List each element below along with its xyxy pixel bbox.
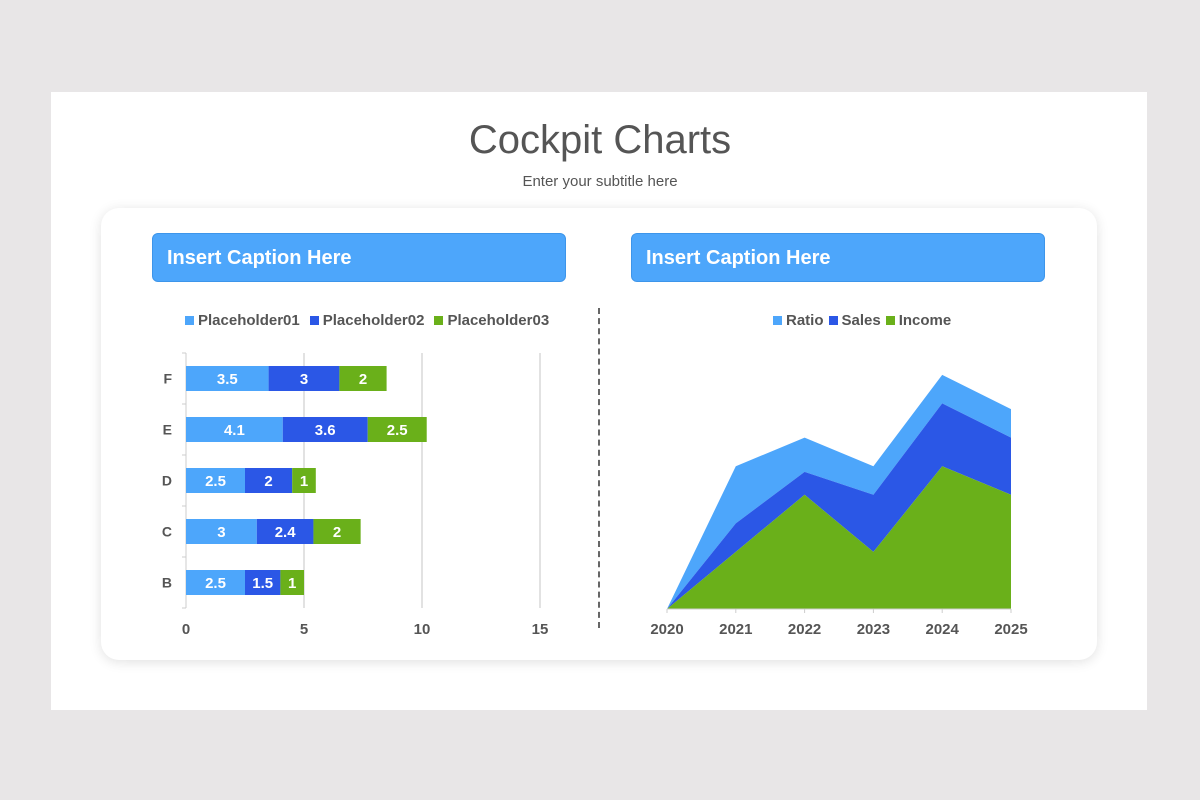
area-ratio xyxy=(667,374,1011,609)
legend-label: Placeholder02 xyxy=(322,312,425,329)
bar-data-label: 2.4 xyxy=(275,524,297,541)
bar-legend: Placeholder01 Placeholder02 Placeholder0… xyxy=(185,312,549,329)
bar-data-label: 2.5 xyxy=(205,575,226,592)
bar-segment xyxy=(186,366,269,391)
bar-data-label: 3 xyxy=(217,524,225,541)
bar-data-label: 3.5 xyxy=(217,371,238,388)
bar-segment xyxy=(292,468,316,493)
y-tick-label: E xyxy=(163,422,172,438)
bar-data-label: 2.5 xyxy=(387,422,408,439)
legend-swatch xyxy=(309,316,319,325)
bar-segment xyxy=(245,570,281,595)
legend-swatch xyxy=(828,316,838,325)
bar-segment xyxy=(280,570,304,595)
bar-segment xyxy=(282,417,368,442)
bar-data-label: 4.1 xyxy=(224,422,245,439)
area-sales xyxy=(667,403,1011,609)
bar-segment xyxy=(268,366,340,391)
x-tick-label: 10 xyxy=(414,621,431,638)
legend-swatch xyxy=(434,316,444,325)
legend-swatch xyxy=(885,316,895,325)
bar-segment xyxy=(186,417,283,442)
y-tick-label: B xyxy=(162,575,172,591)
x-tick-label: 2025 xyxy=(994,621,1027,638)
y-tick-label: C xyxy=(162,524,172,540)
bar-segment xyxy=(339,366,387,391)
bar-data-label: 2 xyxy=(359,371,367,388)
bar-segment xyxy=(245,468,293,493)
area-income xyxy=(667,466,1011,609)
legend-item: Placeholder01 xyxy=(185,312,300,329)
x-tick-label: 0 xyxy=(182,621,190,638)
legend-label: Placeholder01 xyxy=(198,312,300,329)
bar-data-label: 2 xyxy=(264,473,272,490)
x-tick-label: 15 xyxy=(532,621,549,638)
y-tick-label: D xyxy=(162,473,172,489)
bar-segment xyxy=(256,519,314,544)
x-tick-label: 2023 xyxy=(857,621,890,638)
legend-label: Ratio xyxy=(786,312,824,329)
bar-data-label: 3.6 xyxy=(315,422,336,439)
legend-label: Income xyxy=(898,312,952,329)
x-tick-label: 5 xyxy=(300,621,308,638)
y-tick-label: F xyxy=(163,371,172,387)
bar-segment xyxy=(367,417,427,442)
legend-item: Placeholder03 xyxy=(434,312,549,329)
page-title: Cockpit Charts xyxy=(468,118,732,162)
bar-data-label: 1 xyxy=(300,473,308,490)
legend-item: Income xyxy=(885,312,952,329)
area-legend: Ratio Sales Income xyxy=(773,312,951,329)
area-chart-caption: Insert Caption Here xyxy=(631,233,1045,282)
legend-item: Placeholder02 xyxy=(309,312,425,329)
page-subtitle: Enter your subtitle here xyxy=(522,173,678,190)
legend-item: Ratio xyxy=(773,312,824,329)
bar-data-label: 2.5 xyxy=(205,473,226,490)
bar-data-label: 2 xyxy=(333,524,341,541)
bar-segment xyxy=(186,519,257,544)
bar-data-label: 1 xyxy=(288,575,296,592)
bar-data-label: 1.5 xyxy=(252,575,273,592)
bar-data-label: 3 xyxy=(300,371,308,388)
x-tick-label: 2021 xyxy=(719,621,752,638)
legend-label: Sales xyxy=(841,312,881,329)
x-tick-label: 2022 xyxy=(788,621,821,638)
divider xyxy=(598,308,600,628)
legend-label: Placeholder03 xyxy=(447,312,550,329)
legend-swatch xyxy=(773,316,782,325)
bar-segment xyxy=(186,468,245,493)
x-tick-label: 2020 xyxy=(650,621,683,638)
legend-item: Sales xyxy=(828,312,881,329)
bar-chart-caption: Insert Caption Here xyxy=(152,233,566,282)
bar-segment xyxy=(186,570,245,595)
bar-segment xyxy=(313,519,361,544)
x-tick-label: 2024 xyxy=(926,621,960,638)
legend-swatch xyxy=(185,316,194,325)
